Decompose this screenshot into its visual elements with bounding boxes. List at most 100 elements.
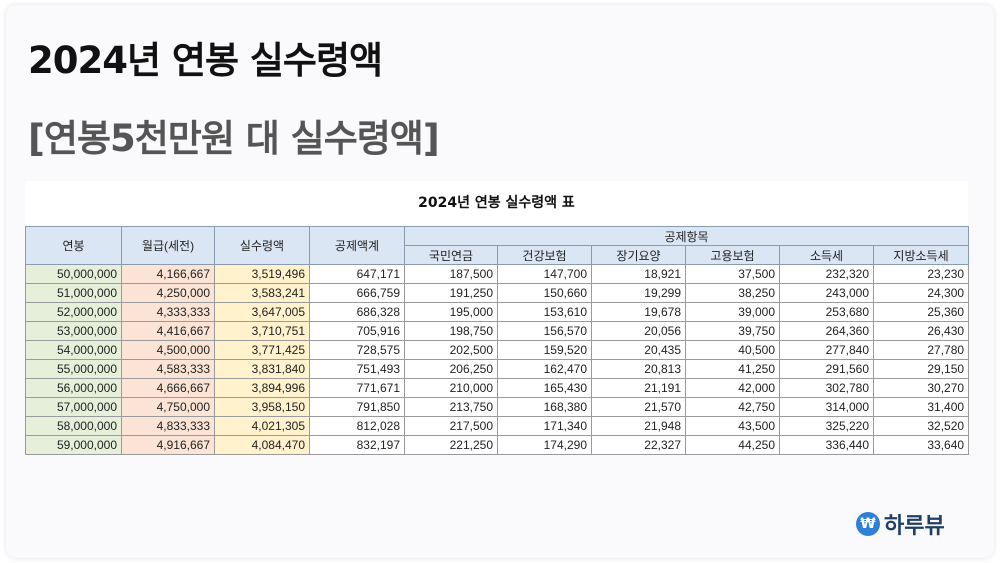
cell-income-tax: 243,000 <box>779 283 874 303</box>
header-income-tax: 소득세 <box>779 245 874 265</box>
cell-longterm: 21,948 <box>591 416 686 436</box>
cell-net: 3,958,150 <box>214 397 310 417</box>
cell-income-tax: 302,780 <box>779 378 874 398</box>
header-employment: 고용보험 <box>685 245 780 265</box>
header-monthly: 월급(세전) <box>121 226 215 265</box>
cell-salary: 59,000,000 <box>25 435 122 455</box>
cell-employment: 41,250 <box>685 359 780 379</box>
header-local-tax: 지방소득세 <box>872 245 970 265</box>
cell-salary: 52,000,000 <box>25 302 122 322</box>
cell-monthly: 4,583,333 <box>121 359 215 379</box>
cell-net: 3,583,241 <box>214 283 310 303</box>
cell-monthly: 4,666,667 <box>121 378 215 398</box>
cell-net: 4,084,470 <box>214 435 310 455</box>
cell-pension: 191,250 <box>404 283 498 303</box>
cell-local-tax: 29,150 <box>872 359 970 379</box>
cell-local-tax: 24,300 <box>872 283 970 303</box>
cell-longterm: 22,327 <box>591 435 686 455</box>
cell-local-tax: 27,780 <box>872 340 970 360</box>
won-coin-icon: ₩ <box>856 512 880 536</box>
cell-employment: 42,750 <box>685 397 780 417</box>
cell-income-tax: 253,680 <box>779 302 874 322</box>
cell-salary: 55,000,000 <box>25 359 122 379</box>
page-subtitle: [연봉5천만원 대 실수령액] <box>28 117 440 160</box>
cell-longterm: 21,570 <box>591 397 686 417</box>
table-body: 50,000,000 4,166,667 3,519,496 647,171 187,5… <box>25 264 970 455</box>
header-pension: 국민연금 <box>404 245 498 265</box>
cell-deduction-total: 686,328 <box>309 302 405 322</box>
cell-monthly: 4,250,000 <box>121 283 215 303</box>
cell-health: 168,380 <box>497 397 592 417</box>
cell-deduction-total: 771,671 <box>309 378 405 398</box>
table-row: 54,000,000 4,500,000 3,771,425 728,575 202,5… <box>25 340 970 360</box>
cell-local-tax: 23,230 <box>872 264 970 284</box>
cell-longterm: 19,299 <box>591 283 686 303</box>
salary-table-sheet: 2024년 연봉 실수령액 표 연봉 월급(세전) 실수령액 공제액계 공제항목… <box>25 181 970 455</box>
cell-health: 153,610 <box>497 302 592 322</box>
cell-local-tax: 26,430 <box>872 321 970 341</box>
cell-longterm: 18,921 <box>591 264 686 284</box>
cell-income-tax: 336,440 <box>779 435 874 455</box>
cell-net: 3,647,005 <box>214 302 310 322</box>
cell-longterm: 21,191 <box>591 378 686 398</box>
cell-net: 3,894,996 <box>214 378 310 398</box>
cell-pension: 187,500 <box>404 264 498 284</box>
cell-monthly: 4,916,667 <box>121 435 215 455</box>
cell-longterm: 20,435 <box>591 340 686 360</box>
cell-salary: 50,000,000 <box>25 264 122 284</box>
cell-salary: 57,000,000 <box>25 397 122 417</box>
cell-local-tax: 25,360 <box>872 302 970 322</box>
cell-monthly: 4,166,667 <box>121 264 215 284</box>
cell-deduction-total: 705,916 <box>309 321 405 341</box>
cell-employment: 38,250 <box>685 283 780 303</box>
cell-income-tax: 232,320 <box>779 264 874 284</box>
cell-employment: 42,000 <box>685 378 780 398</box>
header-deduction-total: 공제액계 <box>309 226 405 265</box>
cell-income-tax: 291,560 <box>779 359 874 379</box>
cell-employment: 39,000 <box>685 302 780 322</box>
cell-salary: 51,000,000 <box>25 283 122 303</box>
table-row: 56,000,000 4,666,667 3,894,996 771,671 210,0… <box>25 378 970 398</box>
cell-health: 174,290 <box>497 435 592 455</box>
cell-health: 171,340 <box>497 416 592 436</box>
header-net: 실수령액 <box>214 226 310 265</box>
page-title: 2024년 연봉 실수령액 <box>28 39 383 82</box>
cell-pension: 210,000 <box>404 378 498 398</box>
table-title: 2024년 연봉 실수령액 표 <box>418 195 575 211</box>
cell-pension: 217,500 <box>404 416 498 436</box>
table-row: 50,000,000 4,166,667 3,519,496 647,171 187,5… <box>25 264 970 284</box>
salary-table: 연봉 월급(세전) 실수령액 공제액계 공제항목 국민연금 건강보험 장기요양 … <box>25 226 970 455</box>
header-salary: 연봉 <box>25 226 122 265</box>
cell-income-tax: 314,000 <box>779 397 874 417</box>
cell-local-tax: 32,520 <box>872 416 970 436</box>
cell-net: 3,831,840 <box>214 359 310 379</box>
cell-net: 3,519,496 <box>214 264 310 284</box>
cell-longterm: 19,678 <box>591 302 686 322</box>
cell-health: 165,430 <box>497 378 592 398</box>
cell-monthly: 4,750,000 <box>121 397 215 417</box>
cell-pension: 221,250 <box>404 435 498 455</box>
cell-net: 4,021,305 <box>214 416 310 436</box>
cell-employment: 40,500 <box>685 340 780 360</box>
cell-health: 150,660 <box>497 283 592 303</box>
cell-salary: 56,000,000 <box>25 378 122 398</box>
cell-monthly: 4,833,333 <box>121 416 215 436</box>
cell-deduction-total: 832,197 <box>309 435 405 455</box>
header-row-sub: 국민연금 건강보험 장기요양 고용보험 소득세 지방소득세 <box>26 245 970 265</box>
cell-employment: 37,500 <box>685 264 780 284</box>
cell-monthly: 4,500,000 <box>121 340 215 360</box>
cell-income-tax: 264,360 <box>779 321 874 341</box>
cell-net: 3,771,425 <box>214 340 310 360</box>
cell-deduction-total: 647,171 <box>309 264 405 284</box>
table-row: 58,000,000 4,833,333 4,021,305 812,028 217,5… <box>25 416 970 436</box>
brand-name: 하루뷰 <box>884 514 945 539</box>
cell-employment: 39,750 <box>685 321 780 341</box>
cell-deduction-total: 812,028 <box>309 416 405 436</box>
brand-logo: ₩ 하루뷰 <box>856 508 945 540</box>
cell-health: 156,570 <box>497 321 592 341</box>
table-row: 57,000,000 4,750,000 3,958,150 791,850 213,7… <box>25 397 970 417</box>
cell-deduction-total: 666,759 <box>309 283 405 303</box>
cell-local-tax: 31,400 <box>872 397 970 417</box>
cell-pension: 213,750 <box>404 397 498 417</box>
cell-longterm: 20,056 <box>591 321 686 341</box>
